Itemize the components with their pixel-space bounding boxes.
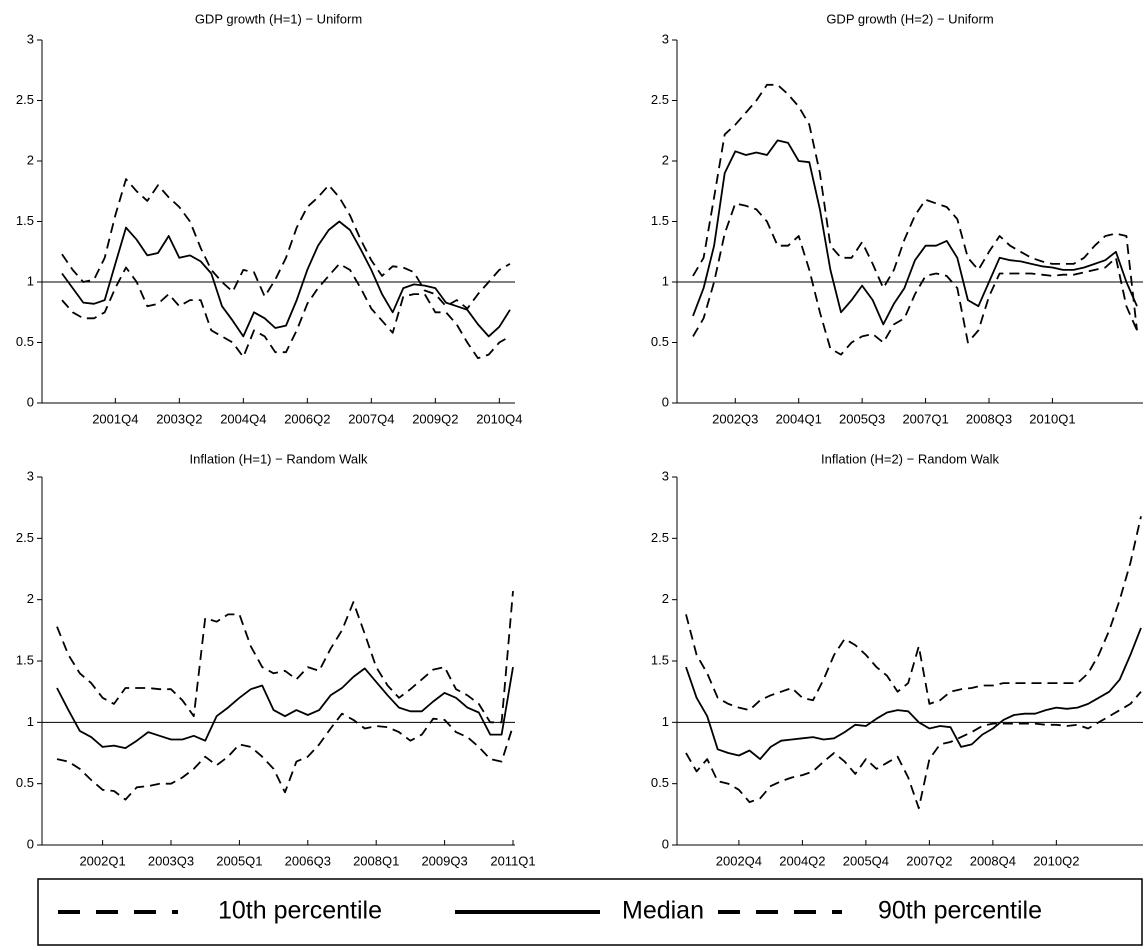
y-tick-label: 0 [27,394,34,409]
y-tick-label: 2.5 [651,92,669,107]
series-line [61,263,511,360]
x-tick-label: 2001Q4 [92,411,138,426]
x-tick-label: 2008Q1 [353,853,399,868]
panel-title: GDP growth (H=1) − Uniform [195,11,362,26]
series-line [56,666,514,749]
legend-label: Median [622,897,704,925]
y-tick-label: 2.5 [16,92,34,107]
y-tick-label: 1 [27,714,34,729]
y-tick-label: 2 [662,152,669,167]
x-tick-label: 2007Q2 [906,853,952,868]
x-tick-label: 2006Q2 [284,411,330,426]
y-tick-label: 0 [662,836,669,851]
y-tick-label: 0 [27,836,34,851]
y-tick-label: 2.5 [651,530,669,545]
y-tick-label: 1 [662,714,669,729]
series-line [56,712,514,801]
x-tick-label: 2004Q2 [779,853,825,868]
y-tick-label: 3 [27,468,34,483]
x-tick-label: 2011Q1 [490,853,535,868]
y-tick-label: 1.5 [16,652,34,667]
x-tick-label: 2003Q2 [156,411,202,426]
y-tick-label: 1.5 [651,652,669,667]
y-tick-label: 0 [662,394,669,409]
y-tick-label: 3 [662,31,669,46]
series-line [685,627,1142,760]
series-line [56,591,514,724]
series-line [692,202,1138,356]
y-tick-label: 2 [27,152,34,167]
y-tick-label: 0.5 [16,775,34,790]
x-tick-label: 2008Q4 [970,853,1016,868]
x-tick-label: 2005Q3 [839,411,885,426]
x-tick-label: 2010Q4 [476,411,522,426]
y-tick-label: 1 [662,273,669,288]
x-tick-label: 2010Q2 [1033,853,1079,868]
y-tick-label: 1 [27,273,34,288]
y-tick-label: 3 [662,468,669,483]
x-tick-label: 2004Q1 [776,411,822,426]
panel-title: GDP growth (H=2) − Uniform [826,11,993,26]
legend-label: 90th percentile [878,897,1042,925]
x-tick-label: 2007Q4 [348,411,394,426]
y-tick-label: 2 [27,591,34,606]
x-tick-label: 2007Q1 [902,411,948,426]
x-tick-label: 2004Q4 [220,411,266,426]
panel-title: Inflation (H=1) − Random Walk [190,451,368,466]
y-tick-label: 2 [662,591,669,606]
x-tick-label: 2005Q4 [843,853,889,868]
x-tick-label: 2002Q1 [79,853,125,868]
y-tick-label: 1.5 [16,213,34,228]
x-tick-label: 2002Q3 [712,411,758,426]
y-tick-label: 0.5 [651,334,669,349]
y-tick-label: 0.5 [651,775,669,790]
series-line [61,220,511,338]
series-line [685,691,1142,810]
x-tick-label: 2008Q3 [966,411,1012,426]
x-tick-label: 2005Q1 [216,853,262,868]
series-line [692,83,1138,331]
series-line [685,516,1142,711]
series-line [692,139,1138,326]
x-tick-label: 2006Q3 [285,853,331,868]
x-tick-label: 2003Q3 [148,853,194,868]
y-tick-label: 2.5 [16,530,34,545]
legend-box [37,878,1143,946]
x-tick-label: 2010Q1 [1029,411,1075,426]
x-tick-label: 2009Q2 [412,411,458,426]
x-tick-label: 2009Q3 [421,853,467,868]
y-tick-label: 0.5 [16,334,34,349]
series-line [61,178,511,310]
y-tick-label: 3 [27,31,34,46]
y-tick-label: 1.5 [651,213,669,228]
legend-label: 10th percentile [218,897,382,925]
panel-title: Inflation (H=2) − Random Walk [821,451,999,466]
x-tick-label: 2002Q4 [716,853,762,868]
